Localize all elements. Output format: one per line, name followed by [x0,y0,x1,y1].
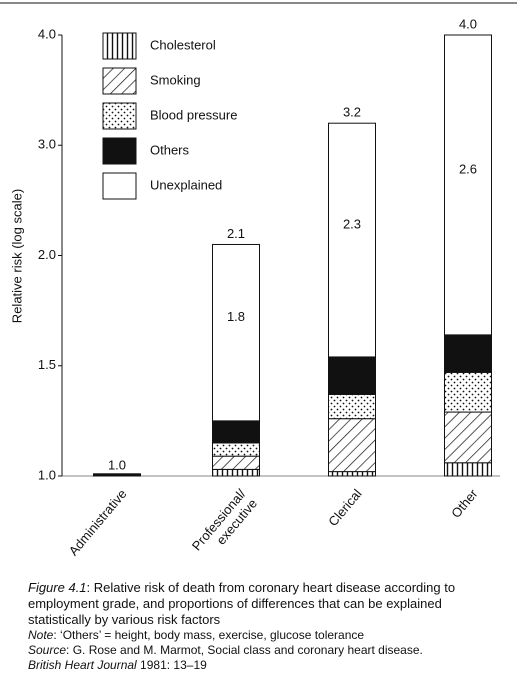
inner-label: 1.8 [227,309,245,324]
total-label: 1.0 [108,457,126,472]
legend-label: Unexplained [150,177,222,192]
bar-segment [212,243,260,422]
y-tick-label: 3.0 [38,137,56,152]
note-label: Note [28,628,54,642]
bar-segment [328,122,376,358]
x-tick-label: Other [449,486,482,521]
legend-swatch [102,102,137,130]
caption: Figure 4.1: Relative risk of death from … [28,580,508,673]
total-label: 2.1 [227,226,245,241]
caption-text: : Relative risk of death from coronary h… [28,580,456,627]
legend-label: Others [150,142,190,157]
journal-ref: 1981: 13–19 [136,658,207,672]
bar-segment [444,334,492,373]
legend-swatch [102,32,137,60]
legend-swatch [102,67,137,95]
note: : ‘Others’ = height, body mass, exercise… [53,628,365,642]
y-tick-label: 4.0 [38,26,56,41]
x-tick-label: Professional/executive [189,486,261,563]
bar-segment [328,356,376,395]
bar-segment [212,442,260,457]
inner-label: 2.6 [459,161,477,176]
x-tick-label: Administrative [66,486,130,558]
journal: British Heart Journal [28,658,137,672]
total-label: 3.2 [343,105,361,120]
legend-swatch [102,137,137,165]
source: : G. Rose and M. Marmot, Social class an… [66,643,423,657]
legend-label: Blood pressure [150,107,237,122]
total-label: 4.0 [459,16,477,31]
figure-label: Figure 4.1 [28,580,87,595]
legend-label: Cholesterol [150,37,216,52]
bar-segment [444,462,492,477]
legend-label: Smoking [150,72,201,87]
y-tick-label: 1.0 [38,467,56,482]
bar-segment [444,411,492,464]
legend-swatch [102,172,137,200]
bar-segment [212,468,260,477]
bar-segment [328,393,376,420]
inner-label: 2.3 [343,217,361,232]
y-tick-label: 1.5 [38,357,56,372]
bar-segment [444,34,492,336]
bar-segment [212,455,260,470]
bar-segment [328,418,376,473]
y-tick-label: 2.0 [38,247,56,262]
bar-segment [328,471,376,477]
bar-segment [444,371,492,413]
x-tick-label: Clerical [326,486,365,529]
bar-segment [93,473,141,477]
bar-segment [212,420,260,444]
source-label: Source [28,643,67,657]
y-axis-label: Relative risk (log scale) [9,189,24,323]
